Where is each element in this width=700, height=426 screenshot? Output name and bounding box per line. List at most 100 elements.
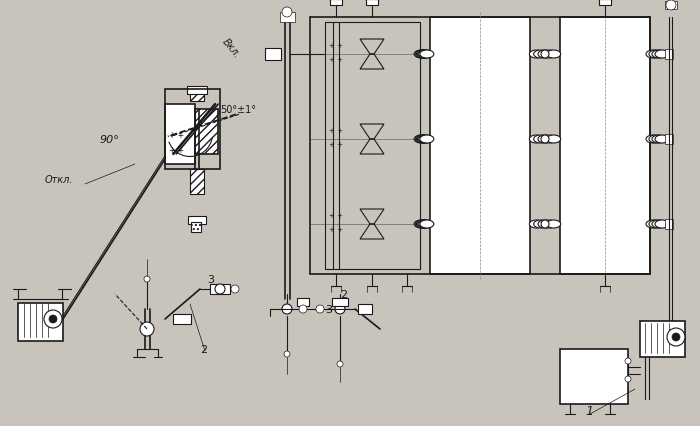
Text: + +: + +: [329, 43, 343, 49]
Bar: [173, 314, 191, 324]
Circle shape: [541, 51, 549, 59]
Text: + +: + +: [329, 213, 343, 219]
Ellipse shape: [415, 136, 429, 144]
Bar: [190, 170, 204, 195]
Bar: [165, 90, 220, 170]
Ellipse shape: [652, 136, 666, 144]
Bar: [358, 304, 372, 314]
Ellipse shape: [652, 221, 666, 228]
Bar: [640, 321, 685, 357]
Text: 3: 3: [207, 274, 214, 284]
Ellipse shape: [533, 136, 547, 144]
Text: 1: 1: [585, 404, 593, 417]
Circle shape: [282, 304, 292, 314]
Text: 90°: 90°: [100, 135, 120, 145]
Ellipse shape: [655, 51, 669, 59]
Ellipse shape: [419, 136, 433, 144]
Ellipse shape: [646, 51, 660, 59]
Ellipse shape: [529, 51, 543, 59]
Ellipse shape: [420, 51, 434, 59]
Circle shape: [337, 361, 343, 367]
Bar: [193, 110, 218, 155]
Bar: [187, 87, 207, 95]
Ellipse shape: [542, 221, 556, 228]
Circle shape: [667, 328, 685, 346]
Ellipse shape: [420, 221, 434, 228]
Ellipse shape: [533, 221, 547, 228]
Text: Вкл.: Вкл.: [220, 37, 242, 60]
Ellipse shape: [416, 51, 430, 59]
Ellipse shape: [649, 221, 663, 228]
Ellipse shape: [414, 51, 428, 59]
Circle shape: [282, 8, 292, 18]
Bar: [665, 135, 673, 145]
Text: + +: + +: [169, 131, 184, 140]
Ellipse shape: [414, 136, 428, 144]
Ellipse shape: [547, 221, 561, 228]
Ellipse shape: [652, 51, 666, 59]
Ellipse shape: [646, 136, 660, 144]
Bar: [330, 0, 342, 6]
Bar: [18, 303, 63, 341]
Bar: [188, 216, 206, 225]
Ellipse shape: [418, 221, 432, 228]
Ellipse shape: [416, 221, 430, 228]
Bar: [599, 0, 611, 6]
Ellipse shape: [655, 221, 669, 228]
Ellipse shape: [649, 51, 663, 59]
Ellipse shape: [655, 136, 669, 144]
Bar: [165, 105, 195, 164]
Ellipse shape: [547, 51, 561, 59]
Text: + +: + +: [169, 146, 184, 155]
Bar: [665, 2, 677, 10]
Circle shape: [44, 310, 62, 328]
Bar: [560, 349, 628, 404]
Text: + +: + +: [329, 227, 343, 233]
Ellipse shape: [419, 51, 433, 59]
Circle shape: [49, 315, 57, 323]
Bar: [210, 284, 230, 294]
Ellipse shape: [418, 136, 432, 144]
Ellipse shape: [529, 136, 543, 144]
Circle shape: [284, 351, 290, 357]
Bar: [560, 18, 650, 274]
Bar: [430, 18, 530, 274]
Bar: [265, 49, 281, 61]
Bar: [191, 222, 201, 233]
Circle shape: [625, 376, 631, 382]
Circle shape: [231, 285, 239, 294]
Circle shape: [144, 276, 150, 282]
Ellipse shape: [415, 221, 429, 228]
Text: 3: 3: [325, 304, 332, 314]
Bar: [332, 298, 348, 306]
Bar: [366, 0, 378, 6]
Ellipse shape: [415, 51, 429, 59]
Ellipse shape: [538, 136, 552, 144]
Text: 2: 2: [200, 344, 207, 354]
Ellipse shape: [538, 221, 552, 228]
Bar: [280, 13, 295, 23]
Text: + +: + +: [329, 57, 343, 63]
Text: 50°±1°: 50°±1°: [220, 105, 256, 115]
Ellipse shape: [418, 51, 432, 59]
Text: + +: + +: [329, 142, 343, 148]
Ellipse shape: [542, 136, 556, 144]
Text: 2: 2: [340, 289, 347, 299]
Bar: [190, 92, 204, 102]
Ellipse shape: [547, 136, 561, 144]
Text: + +: + +: [329, 128, 343, 134]
Ellipse shape: [416, 136, 430, 144]
Text: Откл.: Откл.: [45, 175, 74, 184]
Ellipse shape: [414, 221, 428, 228]
Circle shape: [625, 358, 631, 364]
Circle shape: [335, 304, 345, 314]
Circle shape: [666, 1, 676, 11]
Ellipse shape: [419, 221, 433, 228]
Ellipse shape: [420, 136, 434, 144]
Circle shape: [672, 333, 680, 341]
Bar: [325, 23, 420, 269]
Circle shape: [140, 322, 154, 336]
Circle shape: [541, 136, 549, 144]
Ellipse shape: [533, 51, 547, 59]
Bar: [665, 50, 673, 60]
